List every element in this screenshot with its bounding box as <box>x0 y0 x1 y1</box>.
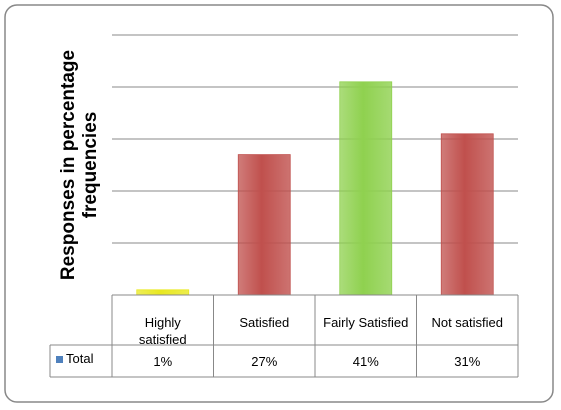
data-label: 31% <box>454 354 481 369</box>
legend-swatch <box>56 356 63 363</box>
bar <box>237 154 291 296</box>
data-label: 41% <box>352 354 379 369</box>
data-label: 1% <box>153 354 173 369</box>
x-tick-label: Highly satisfied <box>138 315 187 346</box>
legend-label: Total <box>66 351 94 366</box>
y-axis-title: Responses in percentage frequencies <box>58 49 101 281</box>
x-tick-label: Satisfied <box>239 315 290 330</box>
x-tick-label: Not satisfied <box>431 315 504 330</box>
bar <box>339 81 393 296</box>
bar <box>136 289 190 296</box>
x-tick-label: Fairly Satisfied <box>323 315 409 330</box>
data-label: 27% <box>251 354 278 369</box>
bar <box>440 133 494 296</box>
